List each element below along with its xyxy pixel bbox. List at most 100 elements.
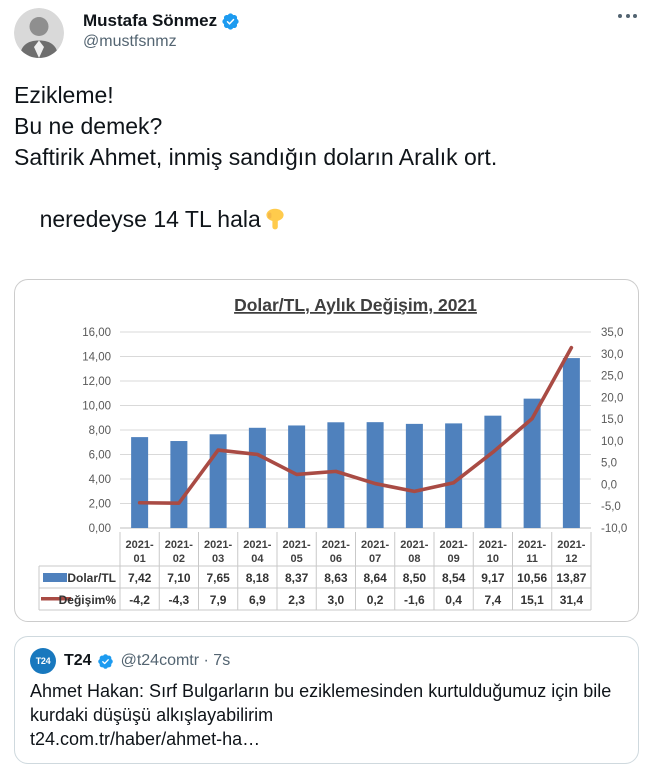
table-value: 0,4 <box>445 593 462 607</box>
svg-text:-5,0: -5,0 <box>601 501 621 513</box>
svg-text:8,00: 8,00 <box>89 425 111 437</box>
table-value: 31,4 <box>560 593 584 607</box>
tweet-image-chart[interactable]: Dolar/TL, Aylık Değişim, 2021 0,00 2,00 4,0… <box>14 279 639 622</box>
table-value: 8,50 <box>403 571 427 585</box>
svg-text:2,00: 2,00 <box>89 499 111 511</box>
author-handle[interactable]: @mustfsnmz <box>83 33 177 50</box>
svg-text:10,00: 10,00 <box>82 401 111 413</box>
category-label: 2021- <box>518 539 546 551</box>
svg-text:07: 07 <box>369 553 381 565</box>
table-value: 2,3 <box>288 593 305 607</box>
tweet-text: Ezikleme! Bu ne demek? Saftirik Ahmet, i… <box>14 80 639 270</box>
svg-text:20,0: 20,0 <box>601 392 623 404</box>
line-series <box>137 345 574 505</box>
quote-link[interactable]: t24.com.tr/haber/ahmet-ha… <box>30 729 261 749</box>
chart-svg: Dolar/TL, Aylık Değişim, 2021 0,00 2,00 4,0… <box>38 295 627 611</box>
category-label: 2021- <box>283 539 311 551</box>
bar <box>523 398 541 528</box>
category-label: 2021- <box>440 539 468 551</box>
bar <box>366 422 384 528</box>
table-value: 13,87 <box>556 571 586 585</box>
svg-text:09: 09 <box>448 553 460 565</box>
svg-text:4,00: 4,00 <box>89 474 111 486</box>
quote-header: T24 T24 @t24comtr · 7s <box>30 648 623 674</box>
svg-text:35,0: 35,0 <box>601 327 623 339</box>
more-dot <box>625 14 630 18</box>
bar <box>484 415 502 528</box>
category-label: 2021- <box>400 539 428 551</box>
category-label: 2021- <box>361 539 389 551</box>
avatar[interactable] <box>14 8 64 58</box>
tweet-text-line: Bu ne demek? <box>14 113 163 139</box>
bar-series <box>131 358 580 528</box>
author-name[interactable]: Mustafa Sönmez <box>83 11 218 30</box>
bar <box>248 427 266 528</box>
quote-handle-time: @t24comtr · 7s <box>120 652 231 669</box>
table-value: 8,37 <box>285 571 309 585</box>
right-axis-labels: 35,0 30,0 25,0 20,0 15,0 10,0 5,0 0,0 -5,0 -10,0 <box>601 327 627 535</box>
table-value: 7,10 <box>167 571 191 585</box>
svg-text:25,0: 25,0 <box>601 371 623 383</box>
table-value: 8,54 <box>442 571 466 585</box>
category-label: 2021- <box>126 539 154 551</box>
quote-text: Ahmet Hakan: Sırf Bulgarların bu eziklem… <box>30 681 612 725</box>
svg-text:02: 02 <box>173 553 185 565</box>
table-value: 7,42 <box>128 571 152 585</box>
more-button[interactable] <box>616 8 639 24</box>
table-value: -4,2 <box>129 593 150 607</box>
verified-badge-icon <box>97 653 113 669</box>
bar <box>288 425 306 528</box>
table-value: 7,9 <box>210 593 227 607</box>
legend-swatch <box>43 573 67 582</box>
pointing-down-emoji <box>263 207 287 239</box>
svg-text:0,0: 0,0 <box>601 479 617 491</box>
bar <box>405 423 423 528</box>
tweet-text-line: Ezikleme! <box>14 82 114 108</box>
table-value: 6,9 <box>249 593 266 607</box>
svg-text:04: 04 <box>251 553 264 565</box>
more-dot <box>633 14 637 18</box>
table-value: 3,0 <box>328 593 345 607</box>
category-label: 2021- <box>557 539 585 551</box>
svg-text:14,00: 14,00 <box>82 352 111 364</box>
more-dot <box>618 14 622 18</box>
table-value: 0,2 <box>367 593 384 607</box>
tweet-text-line: Saftirik Ahmet, inmiş sandığın doların A… <box>14 144 498 170</box>
legend-swatch <box>41 597 71 601</box>
quote-author-name: T24 <box>64 652 92 669</box>
data-table: 2021- 01 2021- 02 2021- 03 2021- 04 2021- 05 2021-… <box>38 532 592 611</box>
bar <box>170 441 188 528</box>
legend-label: Değişim% <box>59 593 117 607</box>
svg-text:5,0: 5,0 <box>601 458 617 470</box>
table-value: 8,18 <box>246 571 270 585</box>
category-label: 2021- <box>243 539 271 551</box>
svg-text:11: 11 <box>526 553 538 565</box>
chart-title: Dolar/TL, Aylık Değişim, 2021 <box>234 295 477 315</box>
svg-text:12: 12 <box>565 553 577 565</box>
table-value: -4,3 <box>169 593 190 607</box>
svg-text:15,0: 15,0 <box>601 414 623 426</box>
quote-avatar: T24 <box>30 648 56 674</box>
svg-text:12,00: 12,00 <box>82 376 111 388</box>
quote-card[interactable]: T24 T24 @t24comtr · 7s Ahmet Hakan: Sırf… <box>14 636 639 764</box>
table-value: 15,1 <box>520 593 544 607</box>
svg-text:0,00: 0,00 <box>89 523 111 535</box>
legend-label: Dolar/TL <box>67 571 116 585</box>
svg-text:03: 03 <box>212 553 224 565</box>
left-axis-labels: 0,00 2,00 4,00 6,00 8,00 10,00 12,00 14,00 16,00 <box>82 327 111 535</box>
svg-text:10: 10 <box>487 553 499 565</box>
table-value: -1,6 <box>404 593 425 607</box>
tweet-header: Mustafa Sönmez @mustfsnmz <box>14 8 639 58</box>
svg-text:30,0: 30,0 <box>601 349 623 361</box>
svg-text:06: 06 <box>330 553 342 565</box>
category-label: 2021- <box>204 539 232 551</box>
tweet-text-line-end: neredeyse 14 TL hala <box>39 206 261 232</box>
bar <box>562 358 580 528</box>
table-value: 7,65 <box>206 571 230 585</box>
category-label: 2021- <box>322 539 350 551</box>
svg-text:-10,0: -10,0 <box>601 523 627 535</box>
svg-text:05: 05 <box>291 553 303 565</box>
table-value: 7,4 <box>485 593 502 607</box>
svg-text:16,00: 16,00 <box>82 327 111 339</box>
tweet-text-line: neredeyse 14 TL hala <box>14 173 639 270</box>
